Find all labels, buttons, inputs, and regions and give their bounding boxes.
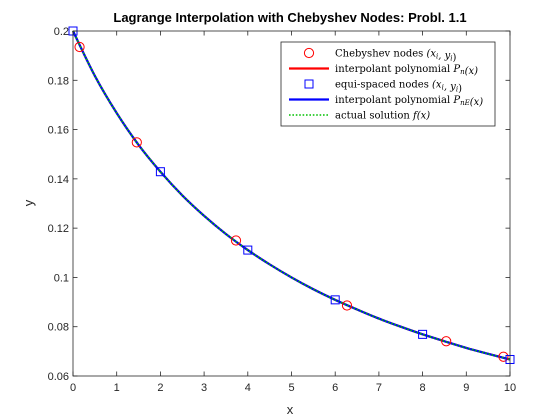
chebyshev-node-point [131,137,142,148]
x-tick-label: 6 [332,382,338,394]
x-axis-label: x [287,402,294,417]
x-tick-label: 2 [157,382,163,394]
x-tick-label: 7 [376,382,382,394]
equispaced-node-point [243,245,253,255]
x-tick-label: 3 [201,382,207,394]
x-tick-label: 10 [504,382,516,394]
x-tick-label: 9 [463,382,469,394]
x-tick-label: 8 [420,382,426,394]
y-axis-label: y [21,199,36,206]
legend-entry-label: equi-spaced nodes (xi, yi) [335,80,462,95]
equispaced-node-point [330,295,340,305]
y-tick-label: 0.12 [48,223,69,235]
y-tick-label: 0.08 [48,322,69,334]
x-tick-label: 4 [245,382,251,394]
x-tick-label: 0 [70,382,76,394]
chebyshev-node-point [341,300,353,311]
x-tick-label: 5 [288,382,294,394]
chebyshev-node-point [441,336,452,347]
legend-marker-square [304,79,314,89]
legend-entry-label: interpolant polynomial Pn(x) [335,64,478,77]
chebyshev-node-point [230,235,242,246]
chebyshev-node-point [74,41,85,53]
series-line-3 [72,30,511,361]
y-tick-label: 0.1 [54,272,69,284]
legend-box [280,41,496,127]
legend-marker-circle [303,47,315,59]
chebyshev-node-point [498,351,509,362]
legend-entry-label: interpolant polynomial PnE(x) [335,95,483,108]
legend-entry-label: Chebyshev nodes (xi, yi) [335,49,457,64]
y-tick-label: 0.16 [48,125,69,137]
y-tick-label: 0.18 [48,75,69,87]
chart-title: Lagrange Interpolation with Chebyshev No… [113,10,466,25]
equispaced-node-point [418,329,428,339]
x-tick-label: 1 [114,382,120,394]
y-tick-label: 0.14 [48,174,69,186]
plot-area: 0 1 2 3 4 5 6 7 8 9 10 0.06 0.08 0.1 0.12 0.14 0.16 0.18 0… [48,26,517,394]
equispaced-node-point [155,167,165,177]
y-tick-label: 0.2 [54,26,69,38]
legend: Chebyshev nodes (xi, yi)interpolant poly… [280,41,496,127]
y-tick-label: 0.06 [48,371,69,383]
legend-entry-label: actual solution f(x) [335,111,430,122]
